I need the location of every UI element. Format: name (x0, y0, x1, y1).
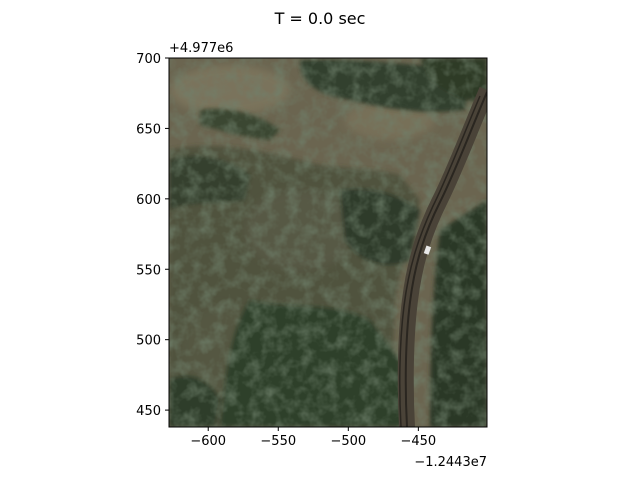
y-tick-label: 600 (136, 193, 161, 208)
y-tick-label: 550 (136, 263, 161, 278)
axes-frame (168, 57, 488, 428)
x-tick-label: −500 (330, 434, 366, 449)
figure-title: T = 0.0 sec (274, 9, 366, 28)
y-tick-label: 650 (136, 122, 161, 137)
y-offset-label: +4.977e6 (169, 41, 233, 56)
x-tick-label: −450 (400, 434, 436, 449)
railway-track (397, 86, 487, 427)
vehicle-marker (423, 245, 432, 255)
aerial-map-image (169, 58, 487, 427)
x-tick-label: −600 (190, 434, 226, 449)
y-tick-label: 500 (136, 334, 161, 349)
x-axis: −600 −550 −500 −450 (190, 427, 436, 449)
x-offset-label: −1.2443e7 (414, 455, 487, 470)
canopy-texture (169, 58, 487, 427)
x-tick-label: −550 (260, 434, 296, 449)
y-tick-label: 450 (136, 404, 161, 419)
y-tick-label: 700 (136, 52, 161, 67)
y-axis: 450 500 550 600 650 700 (136, 52, 169, 419)
